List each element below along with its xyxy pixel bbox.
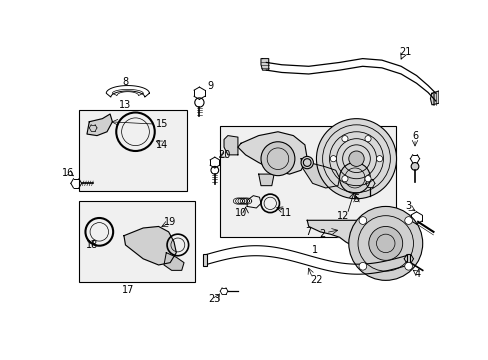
Polygon shape — [301, 159, 339, 188]
Text: 3: 3 — [405, 202, 411, 211]
Circle shape — [341, 136, 347, 142]
Text: 15: 15 — [156, 119, 168, 129]
Circle shape — [364, 176, 370, 182]
Circle shape — [410, 163, 418, 170]
Text: 14: 14 — [156, 140, 168, 150]
Text: 5: 5 — [353, 194, 359, 204]
Text: 6: 6 — [411, 131, 417, 141]
Circle shape — [348, 151, 364, 166]
Polygon shape — [429, 91, 438, 105]
Circle shape — [341, 176, 347, 182]
Text: 20: 20 — [218, 150, 230, 160]
Polygon shape — [87, 114, 112, 136]
Bar — [79, 110, 187, 191]
Circle shape — [316, 119, 396, 199]
Text: 1: 1 — [311, 244, 317, 255]
Circle shape — [261, 142, 294, 176]
Text: 9: 9 — [207, 81, 213, 91]
Polygon shape — [224, 136, 238, 155]
Bar — [220, 126, 395, 237]
Text: 23: 23 — [208, 294, 221, 304]
Polygon shape — [258, 174, 274, 186]
Circle shape — [348, 206, 422, 280]
Circle shape — [368, 226, 402, 260]
Text: 13: 13 — [119, 100, 131, 110]
Circle shape — [358, 262, 366, 270]
Text: 12: 12 — [337, 211, 349, 221]
Text: 8: 8 — [122, 77, 128, 87]
Bar — [79, 201, 194, 282]
Text: 17: 17 — [122, 285, 134, 294]
Text: 4: 4 — [414, 269, 420, 279]
Bar — [406, 254, 409, 266]
Text: 11: 11 — [279, 208, 291, 217]
Circle shape — [376, 156, 382, 162]
Text: 19: 19 — [163, 217, 176, 227]
Text: 18: 18 — [85, 240, 98, 250]
Text: 7: 7 — [305, 227, 311, 237]
Bar — [203, 254, 207, 266]
Circle shape — [301, 156, 313, 169]
Circle shape — [364, 136, 370, 142]
Polygon shape — [306, 220, 364, 245]
Polygon shape — [123, 226, 176, 265]
Text: 22: 22 — [309, 275, 322, 285]
Text: 2: 2 — [319, 229, 325, 239]
Circle shape — [339, 163, 369, 193]
Text: 16: 16 — [62, 167, 75, 177]
Text: 21: 21 — [398, 48, 410, 58]
Circle shape — [404, 217, 411, 224]
Polygon shape — [261, 59, 268, 70]
Text: 10: 10 — [234, 208, 246, 217]
Circle shape — [404, 262, 411, 270]
Circle shape — [329, 156, 336, 162]
Polygon shape — [163, 253, 183, 270]
Polygon shape — [238, 132, 306, 174]
Circle shape — [358, 217, 366, 224]
